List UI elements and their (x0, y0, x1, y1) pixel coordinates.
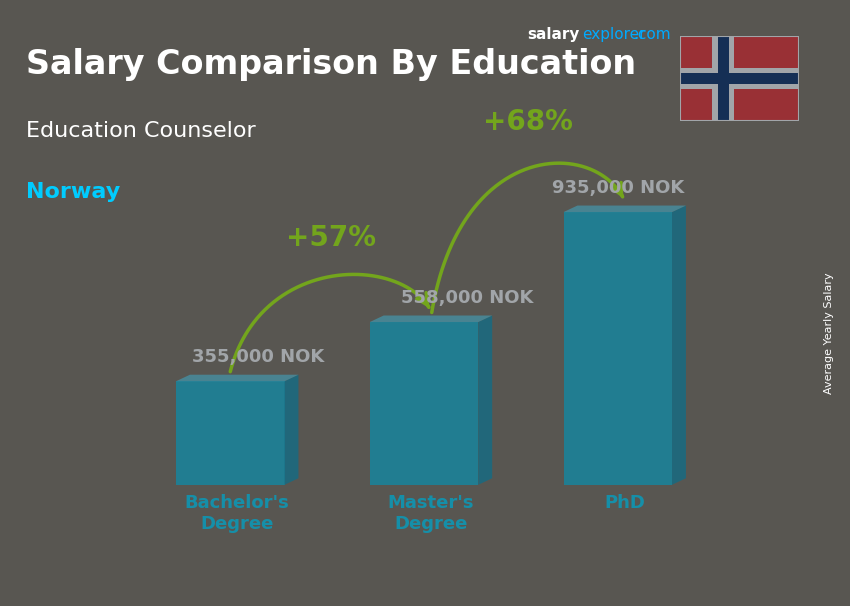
Text: salary: salary (527, 27, 580, 42)
Text: Education Counselor: Education Counselor (26, 121, 255, 141)
Text: Norway: Norway (26, 182, 120, 202)
Text: 935,000 NOK: 935,000 NOK (552, 179, 684, 197)
Text: Salary Comparison By Education: Salary Comparison By Education (26, 48, 636, 81)
Polygon shape (176, 375, 298, 381)
Text: Bachelor's
Degree: Bachelor's Degree (184, 494, 290, 533)
Bar (680, 68, 799, 89)
Text: 355,000 NOK: 355,000 NOK (191, 348, 324, 366)
Bar (564, 212, 672, 485)
Bar (712, 36, 734, 121)
Text: Master's
Degree: Master's Degree (388, 494, 474, 533)
Text: +68%: +68% (484, 108, 573, 136)
Text: Average Yearly Salary: Average Yearly Salary (824, 273, 834, 394)
Polygon shape (285, 375, 298, 485)
Polygon shape (672, 205, 686, 485)
Bar (718, 36, 728, 121)
Polygon shape (564, 205, 686, 212)
Text: explorer: explorer (582, 27, 646, 42)
Polygon shape (370, 316, 492, 322)
Text: .com: .com (633, 27, 671, 42)
Bar (680, 73, 799, 84)
Text: +57%: +57% (286, 224, 376, 252)
Text: PhD: PhD (604, 494, 645, 512)
Polygon shape (479, 316, 492, 485)
Bar (370, 322, 479, 485)
Text: 558,000 NOK: 558,000 NOK (400, 289, 533, 307)
Bar (176, 381, 285, 485)
